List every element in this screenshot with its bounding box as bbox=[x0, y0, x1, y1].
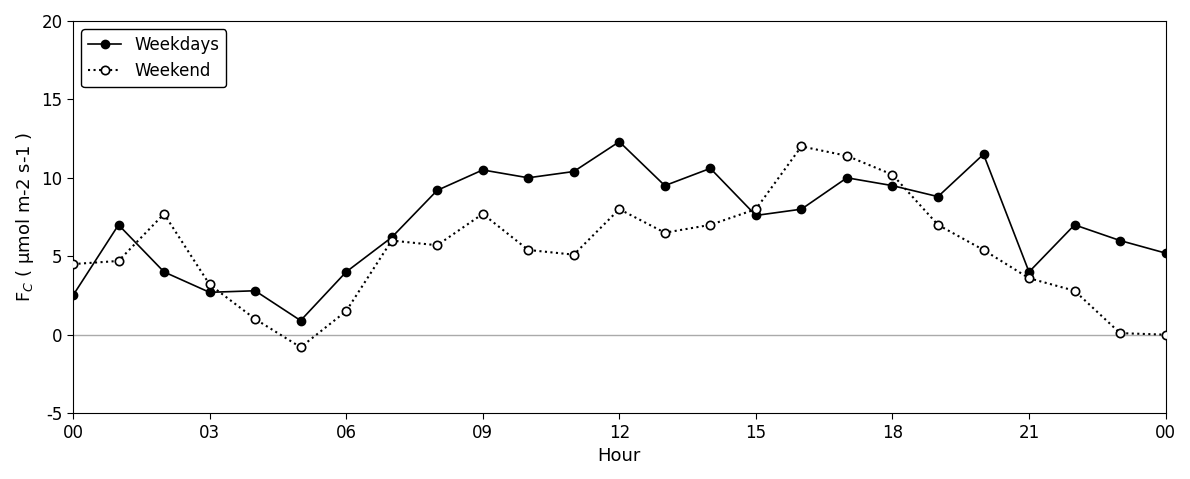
Weekdays bbox=[840, 175, 854, 181]
Weekend bbox=[202, 282, 217, 287]
Weekend bbox=[885, 172, 900, 178]
Weekdays bbox=[65, 293, 80, 298]
Weekdays bbox=[794, 206, 808, 212]
Legend: Weekdays, Weekend: Weekdays, Weekend bbox=[81, 29, 226, 87]
Weekend bbox=[521, 247, 536, 253]
Weekdays bbox=[476, 167, 490, 173]
Weekend bbox=[612, 206, 626, 212]
Weekend bbox=[294, 344, 308, 350]
Weekend bbox=[476, 211, 490, 217]
Weekdays bbox=[521, 175, 536, 181]
Weekend bbox=[703, 222, 718, 228]
Weekend bbox=[384, 238, 399, 243]
Weekend bbox=[566, 252, 581, 258]
Weekend bbox=[248, 316, 262, 322]
Weekdays bbox=[1022, 269, 1036, 275]
Weekdays bbox=[1067, 222, 1082, 228]
Weekend bbox=[65, 261, 80, 267]
Weekdays bbox=[885, 183, 900, 189]
Weekend bbox=[157, 211, 171, 217]
Weekdays bbox=[931, 194, 945, 199]
Weekdays bbox=[339, 269, 353, 275]
Weekend bbox=[658, 230, 672, 236]
Weekdays bbox=[1159, 250, 1173, 256]
Weekend bbox=[1159, 332, 1173, 338]
X-axis label: Hour: Hour bbox=[597, 447, 641, 465]
Line: Weekdays: Weekdays bbox=[69, 137, 1170, 325]
Weekend bbox=[1022, 275, 1036, 281]
Weekend bbox=[339, 308, 353, 314]
Weekdays bbox=[658, 183, 672, 189]
Weekend bbox=[976, 247, 990, 253]
Weekdays bbox=[248, 288, 262, 294]
Weekend bbox=[794, 144, 808, 149]
Weekdays bbox=[976, 151, 990, 157]
Weekdays bbox=[749, 213, 763, 218]
Weekdays bbox=[430, 187, 444, 193]
Y-axis label: F$_C$ ( μmol m-2 s-1 ): F$_C$ ( μmol m-2 s-1 ) bbox=[14, 132, 36, 302]
Weekend bbox=[112, 258, 126, 264]
Weekdays bbox=[112, 222, 126, 228]
Weekdays bbox=[202, 289, 217, 295]
Weekdays bbox=[566, 169, 581, 174]
Weekdays bbox=[294, 318, 308, 323]
Weekend bbox=[1113, 330, 1127, 336]
Weekend bbox=[840, 153, 854, 159]
Weekend bbox=[931, 222, 945, 228]
Weekdays bbox=[157, 269, 171, 275]
Weekend bbox=[430, 242, 444, 248]
Weekdays bbox=[703, 166, 718, 171]
Weekdays bbox=[1113, 238, 1127, 243]
Weekend bbox=[749, 206, 763, 212]
Line: Weekend: Weekend bbox=[69, 142, 1170, 352]
Weekdays bbox=[384, 235, 399, 240]
Weekend bbox=[1067, 288, 1082, 294]
Weekdays bbox=[612, 139, 626, 145]
